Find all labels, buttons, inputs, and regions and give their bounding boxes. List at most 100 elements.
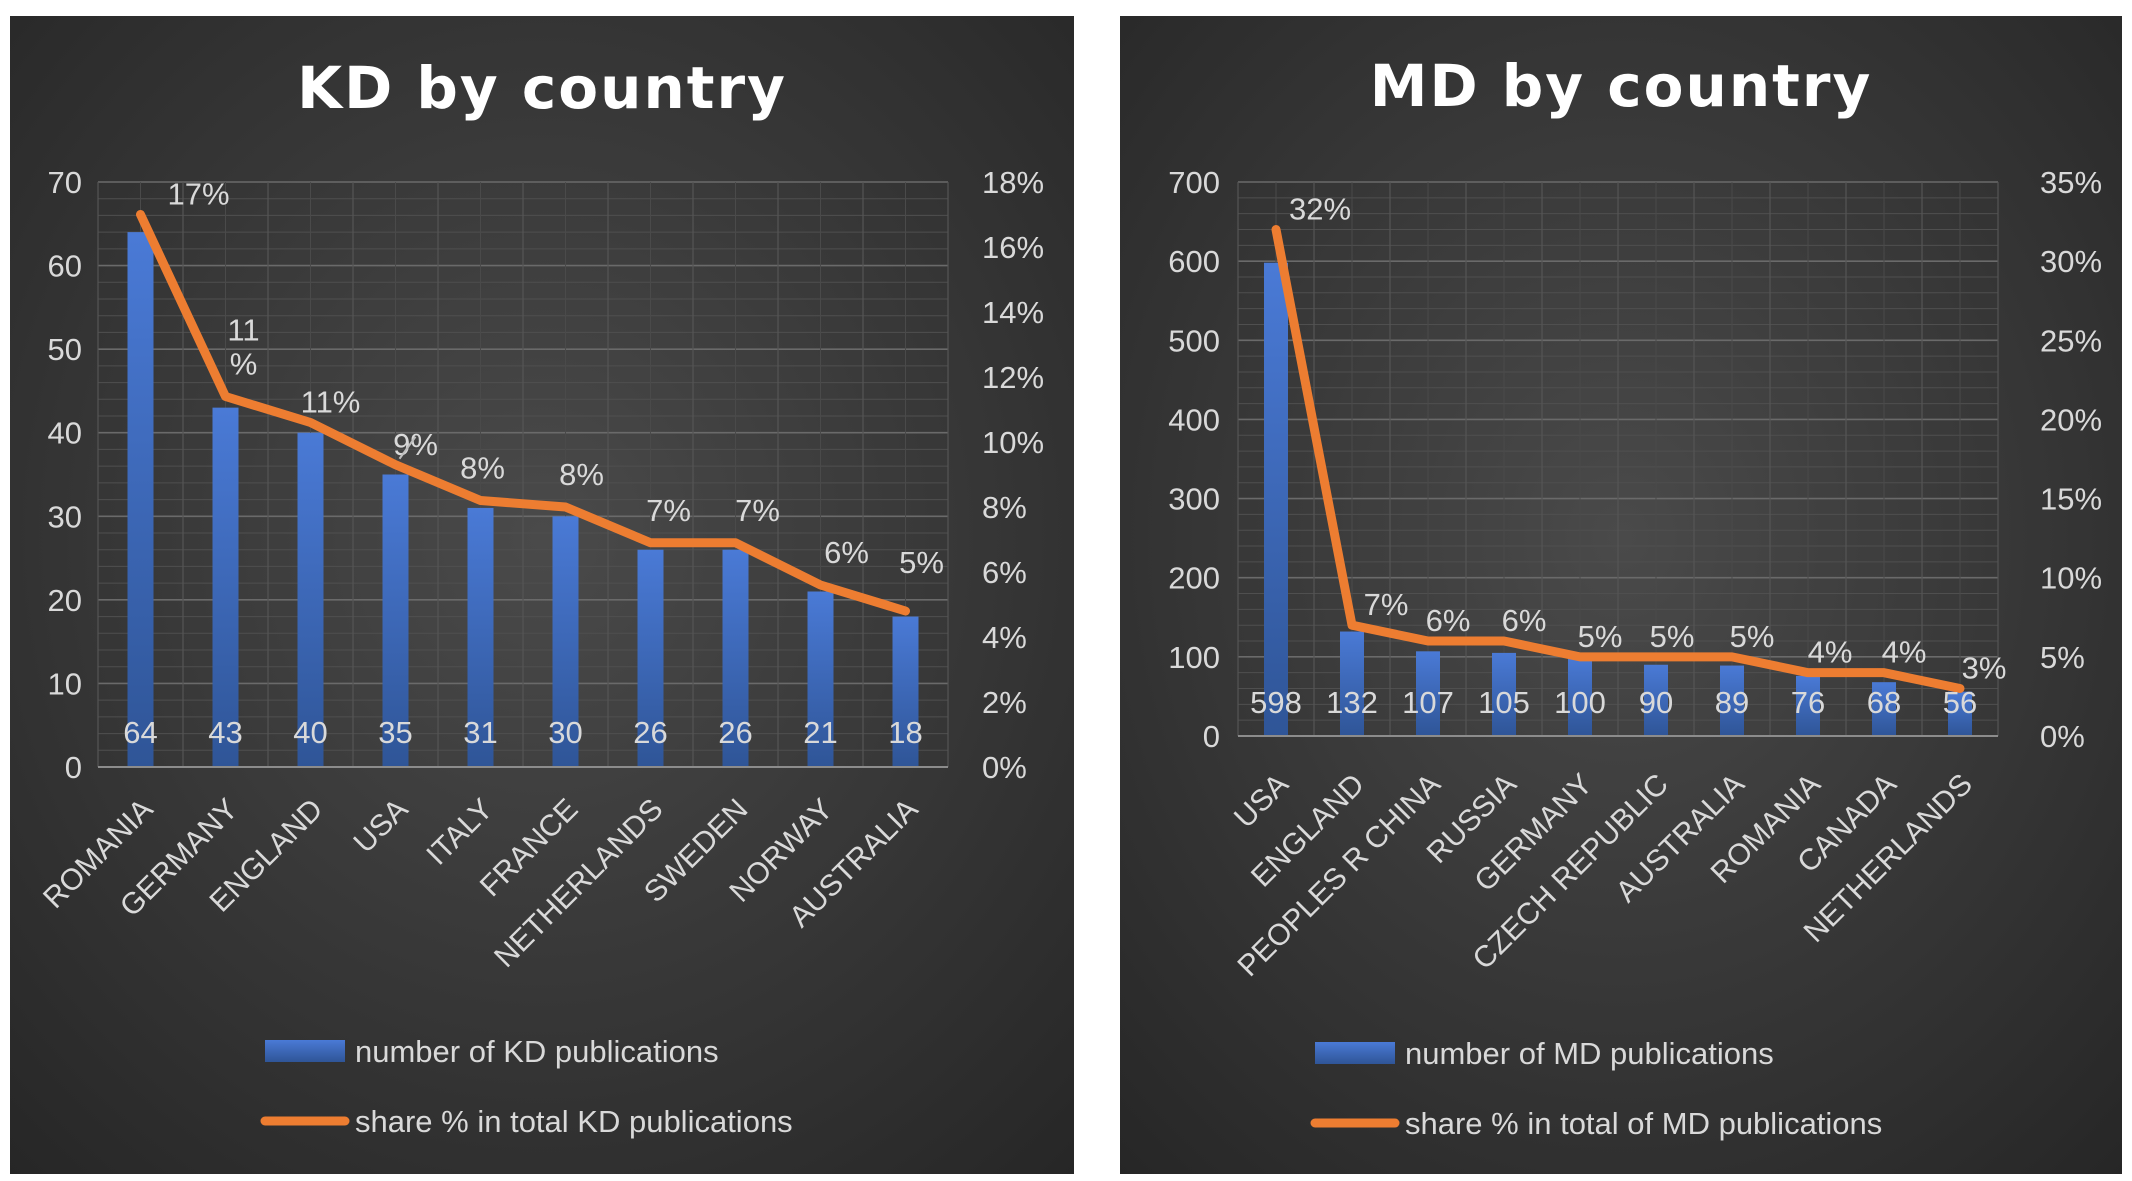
kd-share-label: 7% [735,493,780,528]
kd-bar-norway [807,591,834,767]
md-share-label: 5% [1730,619,1775,654]
md-y-tick-label: 300 [1168,482,1220,517]
kd-bar-usa [382,474,409,767]
kd-legend-bar-label: number of KD publications [355,1034,719,1069]
md-y-tick-label: 200 [1168,561,1220,596]
md-y2-tick-label: 5% [2040,640,2085,675]
kd-y2-tick-label: 16% [982,230,1044,265]
kd-y2-tick-label: 8% [982,490,1027,525]
md-y-tick-label: 500 [1168,323,1220,358]
md-share-label: 6% [1502,603,1547,638]
kd-share-label: 8% [559,457,604,492]
kd-share-label: 11% [301,385,361,420]
md-legend-line-label: share % in total of MD publications [1405,1106,1882,1141]
md-bar-value-label: 105 [1478,685,1530,720]
kd-share-line [136,210,910,616]
md-share-label: 4% [1882,635,1927,670]
md-share-label: 7% [1364,587,1409,622]
md-y-tick-label: 0 [1203,719,1220,754]
kd-share-label: 6% [824,535,869,570]
kd-y2-tick-label: 6% [982,555,1027,590]
md-bar-germany [1568,656,1592,736]
kd-legend-line-label: share % in total KD publications [355,1104,793,1139]
md-bar-canada [1872,682,1896,736]
kd-y-tick-label: 40 [48,416,82,451]
md-y2-tick-label: 25% [2040,323,2102,358]
md-share-line [1271,224,1965,694]
kd-legend-bar-swatch [265,1040,345,1062]
kd-bar-value-label: 43 [208,715,242,750]
md-bar-romania [1796,675,1820,736]
md-y-tick-label: 700 [1168,165,1220,200]
kd-y2-tick-label: 18% [982,165,1044,200]
md-bar-peoples-r-china [1416,651,1440,736]
kd-y-tick-label: 70 [48,165,82,200]
kd-share-label: 11% [227,313,259,382]
kd-share-label: 7% [646,493,691,528]
kd-bar-value-label: 30 [548,715,582,750]
kd-y-tick-label: 30 [48,499,82,534]
kd-bar-value-label: 35 [378,715,412,750]
md-bar-value-label: 68 [1867,685,1901,720]
md-y2-tick-label: 15% [2040,482,2102,517]
kd-y2-tick-label: 10% [982,425,1044,460]
kd-bar-value-label: 18 [888,715,922,750]
md-y-tick-label: 600 [1168,244,1220,279]
kd-chart-background [10,16,1074,1174]
md-share-label: 5% [1650,619,1695,654]
md-share-label: 3% [1962,651,2007,686]
kd-bar-netherlands [637,549,664,767]
kd-bar-value-label: 31 [463,715,497,750]
kd-y2-tick-label: 14% [982,295,1044,330]
kd-bar-value-label: 26 [633,715,667,750]
md-chart-panel: MD by country 598 132 107 105 100 90 89 76 68 56 3… [1120,16,2122,1174]
kd-share-label: 5% [899,545,944,580]
kd-chart: KD by country 64 43 40 35 31 30 26 26 21 18 17% 11%… [10,16,1074,1174]
kd-y-tick-label: 20 [48,583,82,618]
md-share-label: 5% [1578,619,1623,654]
kd-y2-tick-label: 0% [982,750,1027,785]
md-bar-value-label: 100 [1554,685,1606,720]
kd-chart-panel: KD by country 64 43 40 35 31 30 26 26 21 18 17% 11%… [10,16,1074,1174]
md-share-label: 32% [1289,191,1351,226]
md-bar-russia [1492,652,1516,736]
kd-y-tick-label: 0 [65,750,82,785]
md-legend-bar-label: number of MD publications [1405,1036,1774,1071]
md-chart: MD by country 598 132 107 105 100 90 89 76 68 563… [1120,16,2122,1174]
md-share-label: 4% [1808,635,1853,670]
md-bar-usa [1264,262,1288,736]
md-bar-australia [1720,665,1744,736]
kd-y2-tick-label: 12% [982,360,1044,395]
md-y-tick-label: 400 [1168,402,1220,437]
kd-bar-value-label: 26 [718,715,752,750]
md-chart-title: MD by country [1370,52,1873,120]
md-y-tick-label: 100 [1168,640,1220,675]
md-y2-tick-label: 0% [2040,719,2085,754]
md-y2-tick-label: 20% [2040,402,2102,437]
md-bar-value-label: 89 [1715,685,1749,720]
kd-share-label: 17% [167,177,229,212]
kd-y-tick-label: 10 [48,666,82,701]
kd-share-label: 9% [393,427,438,462]
md-bar-england [1340,631,1364,736]
md-bar-czech-republic [1644,664,1668,736]
md-y2-tick-label: 10% [2040,561,2102,596]
kd-bar-value-label: 64 [123,715,157,750]
md-bar-value-label: 132 [1326,685,1378,720]
kd-bar-value-label: 40 [293,715,327,750]
md-bar-value-label: 56 [1943,685,1977,720]
kd-y2-tick-label: 2% [982,685,1027,720]
kd-bar-england [297,432,324,767]
kd-y-tick-label: 60 [48,249,82,284]
kd-bar-sweden [722,549,749,767]
kd-bar-value-label: 21 [803,715,837,750]
md-bar-value-label: 107 [1402,685,1454,720]
kd-y-tick-label: 50 [48,332,82,367]
md-bar-value-label: 598 [1250,685,1302,720]
kd-bar-australia [892,616,919,767]
kd-bar-romania [127,232,154,768]
kd-y2-tick-label: 4% [982,620,1027,655]
md-share-label: 6% [1426,603,1471,638]
md-bar-value-label: 90 [1639,685,1673,720]
md-legend-bar-swatch [1315,1042,1395,1064]
